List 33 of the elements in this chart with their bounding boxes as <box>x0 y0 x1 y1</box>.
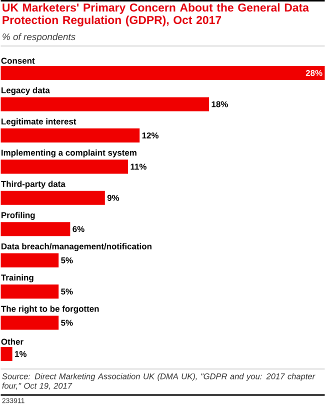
data-label: 9% <box>108 194 120 201</box>
data-label: 1% <box>15 351 27 357</box>
bar <box>1 160 128 174</box>
bar <box>1 97 210 112</box>
bar <box>1 66 325 80</box>
y-tick-label: Data breach/management/notification <box>2 243 152 252</box>
bar <box>1 346 13 362</box>
source-note: Source: Direct Marketing Association UK (DMA UK), "GDPR and you: 2017 chapter four," Oct 19, 2017 <box>2 373 316 390</box>
data-label: 18% <box>212 101 228 108</box>
data-label: 5% <box>61 257 74 264</box>
data-label: 5% <box>61 320 74 326</box>
data-label: 6% <box>72 226 85 232</box>
data-label: 12% <box>142 132 159 138</box>
chart-subtitle: % of respondents <box>2 33 76 42</box>
bar <box>1 128 140 142</box>
y-tick-label: Legitimate interest <box>2 118 76 126</box>
y-tick-label: Legacy data <box>2 87 50 95</box>
y-tick-label: Training <box>1 274 34 282</box>
bar <box>1 190 106 205</box>
y-tick-label: Consent <box>2 58 35 64</box>
y-tick-label: Other <box>2 338 24 345</box>
y-tick-label: Implementing a complaint system <box>2 149 137 158</box>
bar <box>1 222 70 236</box>
bar <box>1 316 59 330</box>
bar <box>1 284 59 299</box>
data-label: 5% <box>61 288 74 295</box>
y-tick-label: Third-party data <box>1 180 66 189</box>
chart-title: UK Marketers' Primary Concern About the General Data Protection Regulation (GDPR), Oct 2017 <box>2 3 310 26</box>
data-label: 28% <box>306 70 323 76</box>
data-label: 11% <box>131 164 147 170</box>
bar <box>1 253 59 268</box>
y-tick-label: Profiling <box>2 212 35 220</box>
y-tick-label: The right to be forgotten <box>1 306 99 314</box>
